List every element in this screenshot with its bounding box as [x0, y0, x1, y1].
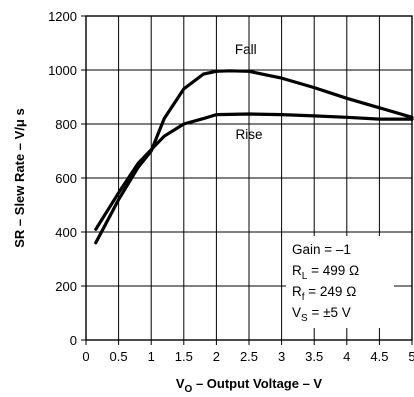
series-fall-line — [94, 69, 414, 245]
x-tick-label: 4.5 — [370, 349, 388, 364]
label-fall: Fall — [235, 42, 257, 57]
tick-labels: 0 0.5 1 1.5 2 2.5 3 3.5 4 4.5 5 0 200 400 600 800 1000 12… — [48, 9, 414, 364]
y-tick-label: 600 — [55, 171, 77, 186]
condition-gain: Gain = –1 — [292, 242, 351, 257]
condition-rf: Rf = 249 Ω — [292, 284, 356, 303]
annotations: Fall Rise — [235, 42, 263, 142]
x-tick-label: 3 — [278, 349, 285, 364]
conditions-box: Gain = –1 RL = 499 Ω Rf = 249 Ω VS = ±5 … — [286, 236, 394, 328]
x-tick-label: 0.5 — [110, 349, 128, 364]
condition-rl: RL = 499 Ω — [292, 263, 359, 282]
series-rise-line — [94, 112, 414, 231]
series-group — [94, 69, 414, 245]
y-tick-label: 1200 — [48, 9, 77, 24]
x-tick-label: 5 — [408, 349, 414, 364]
x-tick-label: 2 — [213, 349, 220, 364]
x-tick-label: 0 — [82, 349, 89, 364]
x-tick-label: 3.5 — [305, 349, 323, 364]
y-tick-label: 1000 — [48, 63, 77, 78]
y-axis-title: SR – Slew Rate – V/μ s — [12, 108, 27, 247]
y-tick-label: 400 — [55, 225, 77, 240]
x-tick-label: 2.5 — [240, 349, 258, 364]
x-axis-title: VO – Output Voltage – V — [176, 376, 323, 395]
x-tick-label: 4 — [343, 349, 350, 364]
y-tick-label: 800 — [55, 117, 77, 132]
y-tick-label: 0 — [70, 333, 77, 348]
conditions-background — [286, 236, 394, 328]
x-tick-label: 1 — [148, 349, 155, 364]
x-tick-label: 1.5 — [175, 349, 193, 364]
y-tick-label: 200 — [55, 279, 77, 294]
label-rise: Rise — [235, 127, 262, 142]
condition-vs: VS = ±5 V — [292, 305, 351, 324]
